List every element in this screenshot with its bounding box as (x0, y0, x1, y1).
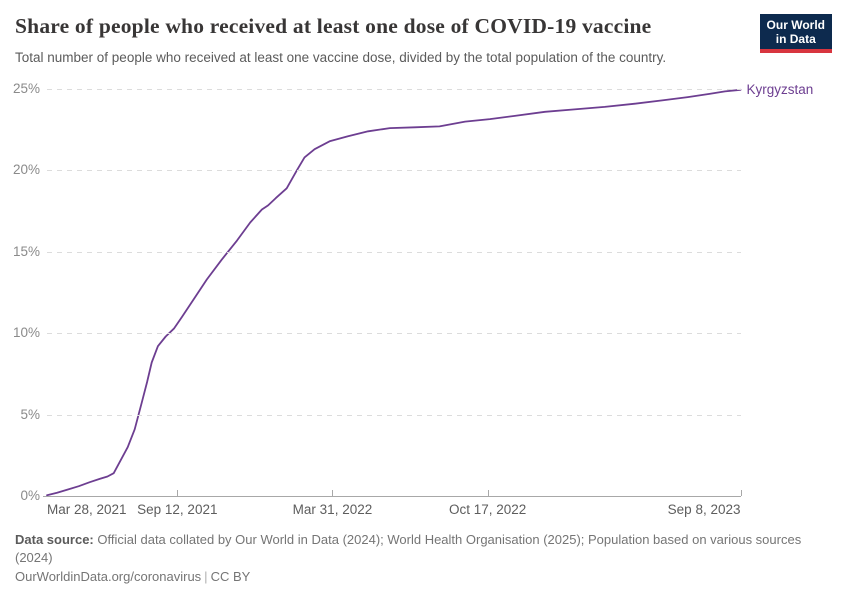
x-axis-line (43, 496, 741, 497)
series-label-kyrgyzstan[interactable]: Kyrgyzstan (746, 81, 814, 97)
footer-link-line: OurWorldinData.org/coronavirus | CC BY (15, 568, 815, 586)
x-tick-label: Sep 12, 2021 (137, 502, 218, 517)
x-tick-mark (487, 490, 489, 496)
chart-footer: Data source: Official data collated by O… (15, 531, 815, 586)
y-tick-label: 15% (12, 243, 40, 259)
chart-subtitle: Total number of people who received at l… (15, 50, 667, 65)
x-tick-label: Oct 17, 2022 (448, 502, 527, 517)
x-tick-mark (740, 490, 742, 496)
y-gridline (47, 170, 741, 172)
data-source-label: Data source: (15, 532, 94, 547)
x-tick-label: Mar 31, 2022 (292, 502, 373, 517)
series-line-kyrgyzstan[interactable] (46, 88, 742, 497)
y-gridline (47, 333, 741, 335)
data-source-line1: Official data collated by Our World in D… (97, 532, 802, 547)
owid-coronavirus-link[interactable]: OurWorldinData.org/coronavirus (15, 569, 202, 584)
y-tick-label: 5% (20, 406, 40, 422)
y-tick-label: 25% (12, 81, 40, 96)
y-gridline (47, 251, 741, 253)
license-text: CC BY (210, 569, 251, 584)
owid-logo-line2: in Data (775, 32, 816, 46)
x-tick-label: Sep 8, 2023 (667, 502, 741, 517)
data-source-line2: (2024) (15, 549, 53, 565)
y-tick-label: 10% (12, 325, 40, 341)
y-tick-label: 20% (12, 162, 40, 178)
y-gridline (47, 414, 741, 416)
data-source-text: Data source: Official data collated by O… (15, 531, 815, 566)
x-tick-mark (177, 490, 179, 496)
owid-logo-line1: Our World (766, 18, 825, 32)
y-tick-label: 0% (20, 488, 40, 503)
x-tick-label: Mar 28, 2021 (47, 502, 127, 517)
footer-separator: | (204, 569, 208, 584)
owid-logo[interactable]: Our World in Data (759, 14, 832, 53)
page-title: Share of people who received at least on… (15, 14, 652, 38)
y-gridline (47, 89, 741, 90)
x-tick-mark (332, 490, 334, 496)
